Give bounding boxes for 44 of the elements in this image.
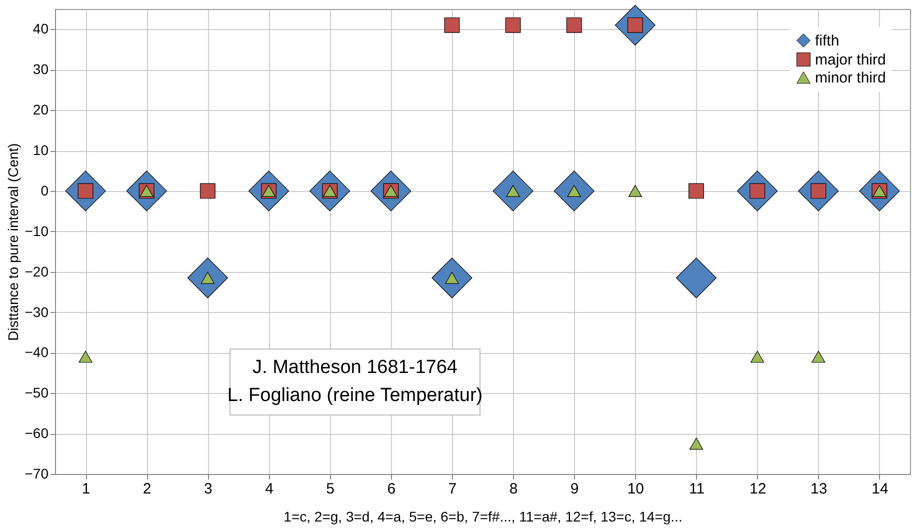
x-tick-label: 4	[265, 480, 274, 498]
x-tick-label: 8	[509, 480, 518, 498]
x-tick-label: 9	[570, 480, 579, 498]
x-tick-label: 1	[82, 480, 90, 498]
point	[505, 17, 521, 33]
x-tick-label: 13	[810, 480, 828, 498]
point	[812, 350, 826, 363]
point	[689, 438, 704, 450]
y-axis-title: Disttance to pure interval (Cent)	[4, 143, 21, 341]
x-tick-label: 2	[142, 480, 152, 498]
point	[78, 350, 92, 363]
y-tick-label: −40	[24, 344, 49, 360]
x-tick-label: 5	[326, 480, 334, 498]
point	[688, 183, 704, 199]
point	[628, 185, 642, 197]
point	[566, 17, 582, 33]
x-tick-label: 11	[688, 480, 705, 498]
y-tick-label: −60	[24, 425, 49, 442]
x-tick-label: 10	[627, 480, 644, 498]
y-tick-label: 40	[32, 20, 49, 37]
legend-label: major third	[815, 52, 886, 68]
x-axis-title: 1=c, 2=g, 3=d, 4=a, 5=e, 6=b, 7=f#..., 11=a#, 12=f, 13=c, 14=g...	[284, 508, 682, 524]
y-tick-label: −70	[24, 466, 49, 482]
y-tick-label: 20	[32, 102, 49, 118]
y-tick-label: −10	[24, 222, 49, 239]
y-tick-label: −50	[24, 384, 49, 401]
point	[676, 258, 717, 298]
x-tick-label: 12	[749, 480, 766, 498]
x-tick-label: 3	[204, 480, 212, 498]
point	[200, 183, 216, 199]
y-tick-label: 30	[32, 61, 49, 78]
legend-label: fifth	[815, 32, 840, 50]
point	[444, 17, 460, 33]
point	[750, 350, 764, 363]
y-tick-label: −20	[24, 263, 49, 280]
x-tick-label: 14	[872, 480, 888, 498]
y-tick-label: 10	[32, 142, 49, 158]
x-tick-label: 6	[387, 480, 396, 498]
legend-label: minor third	[815, 70, 886, 86]
y-tick-label: −30	[24, 304, 49, 320]
x-tick-label: 7	[448, 480, 457, 498]
annotation: J. Mattheson 1681-1764	[252, 357, 458, 378]
annotation: L. Fogliano (reine Temperatur)	[227, 385, 483, 406]
y-tick-label: 0	[40, 182, 49, 198]
